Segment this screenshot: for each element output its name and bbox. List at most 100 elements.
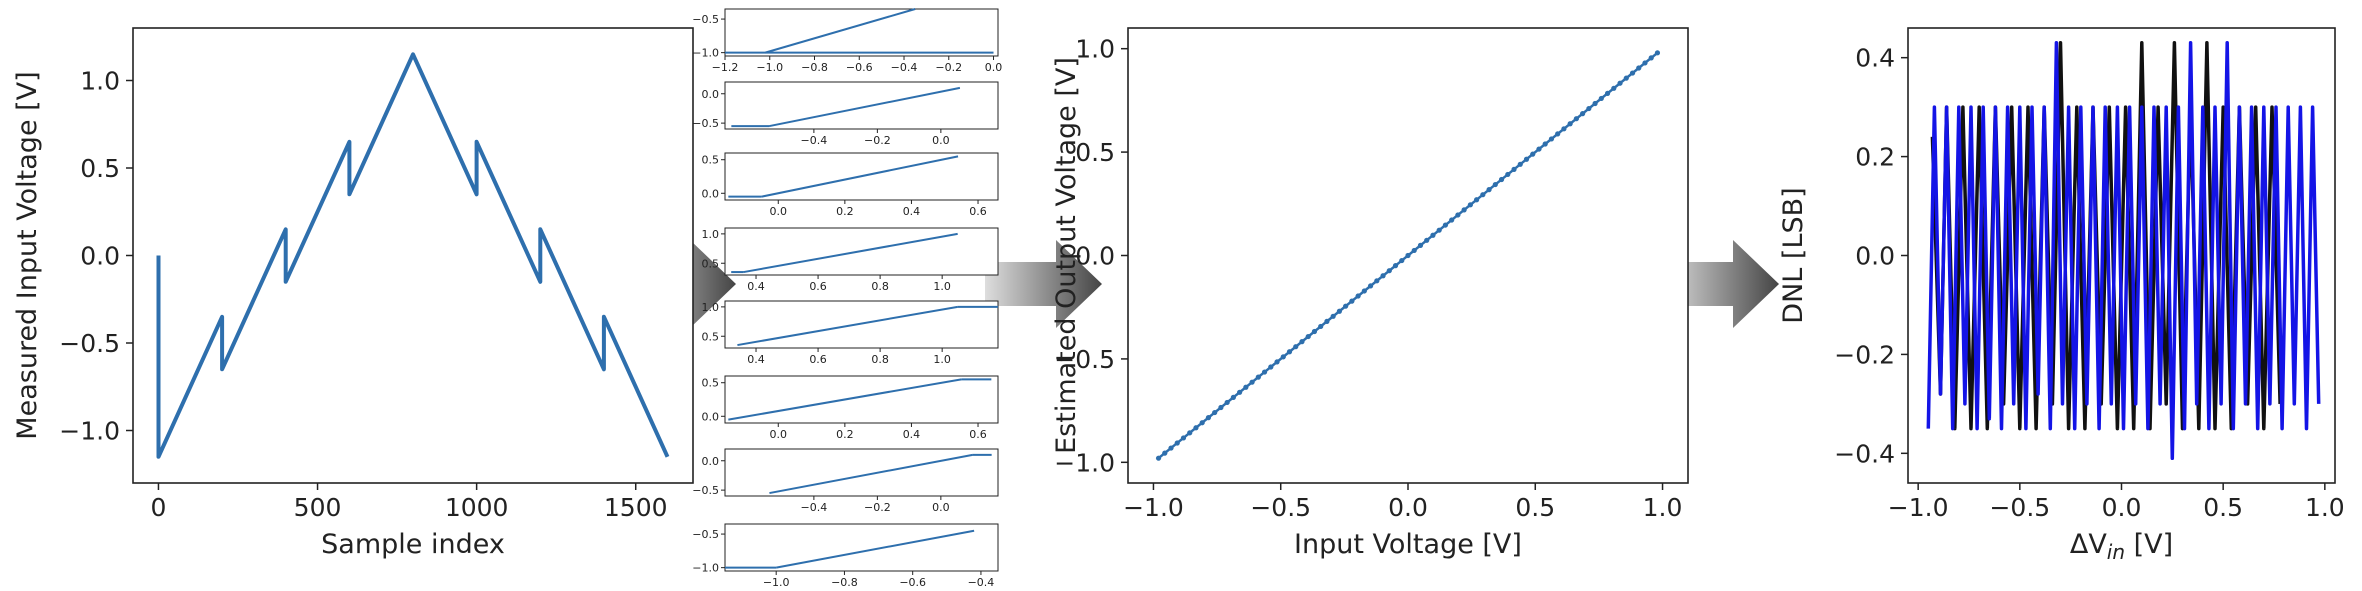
mini-plot-4: 1.0 0.5 0.4 0.6 0.8 1.0 [702,227,999,293]
data-point [1180,435,1187,441]
mini-plot-frame [724,375,999,424]
x-tick-label: −0.5 [1250,493,1311,522]
data-point [1648,55,1654,61]
y-tick-label: −0.2 [1834,340,1895,369]
mini-y-tick-label: −1.0 [692,47,719,60]
y-tick-label: −0.4 [1834,439,1895,468]
data-point [1212,409,1218,416]
x-tick-label: 1.0 [2305,493,2345,522]
mini-plot-frame [724,523,999,572]
data-point [1486,187,1492,193]
data-point [1218,404,1224,411]
y-tick-label: 0.0 [80,242,120,271]
data-point [1555,131,1561,137]
data-point [1193,425,1199,431]
mini-ramp-line [769,453,973,495]
data-point [1386,268,1392,274]
mini-plot-5: 1.0 0.5 0.4 0.6 0.8 1.0 [702,300,999,366]
mini-y-tick-label: 0.0 [702,187,720,200]
data-point [1492,181,1498,188]
mini-x-tick-label: 0.6 [969,428,987,441]
mini-x-tick-label: 0.6 [809,353,827,366]
dnl-plot: −1.0 −0.5 0.0 0.5 1.0 −0.4 −0.2 0.0 0.2 0.4 ΔVin [… [1778,27,2345,564]
data-point [1523,156,1530,162]
mini-x-tick-label: −0.4 [891,61,918,74]
data-point [1174,440,1180,446]
mini-x-tick-label: −0.8 [831,576,858,589]
y-tick-label: −1.0 [1054,448,1115,477]
data-point [1187,430,1193,436]
data-point [1237,389,1243,395]
mini-x-tick-label: −0.8 [801,61,828,74]
mini-ramp-line [764,8,916,54]
x-tick-label: −1.0 [1123,493,1184,522]
mini-y-tick-label: 1.0 [702,301,720,314]
mini-x-tick-label: 0.0 [932,134,950,147]
y-tick-label: 1.0 [1075,35,1115,64]
y-tick-label: 0.4 [1855,44,1895,73]
mini-x-tick-label: 0.0 [770,428,788,441]
mini-x-tick-label: −1.0 [756,61,783,74]
y-axis-label: DNL [LSB] [1778,187,1809,323]
y-tick-label: −0.5 [59,329,120,358]
data-point [1436,227,1442,233]
data-point [1411,247,1417,254]
y-axis-label: Estimated Output Voltage [V] [1051,57,1082,454]
mini-x-tick-label: 0.4 [903,205,921,218]
mini-y-tick-label: 0.0 [702,455,720,468]
mini-x-tick-label: −0.6 [899,576,926,589]
mini-plot-3: 0.5 0.0 0.0 0.2 0.4 0.6 [702,152,999,218]
data-point [1623,75,1629,81]
estimated-output-voltage-plot: −1.0 −0.5 0.0 0.5 1.0 −1.0 −0.5 0.0 0.5 1.0 Input … [1051,27,1689,560]
data-point [1380,273,1386,279]
data-point [1511,166,1517,172]
data-point [1430,232,1436,238]
data-point [1592,100,1598,107]
mini-x-tick-label: −0.2 [864,501,891,514]
data-point [1542,141,1548,147]
mini-x-tick-label: 0.2 [836,205,854,218]
mini-plot-8: −0.5 −1.0 −1.0 −0.8 −0.6 −0.4 [692,523,999,589]
mini-ramp-line [761,155,959,198]
data-point [1343,303,1349,309]
data-point [1249,379,1255,385]
mini-ramp-line [743,232,958,274]
data-point [1305,333,1311,340]
x-tick-label: 0.5 [1515,493,1555,522]
data-point [1330,313,1336,319]
mini-plot-1: −0.5−1.0−1.2 −1.0 −0.8 −0.6 −0.4 −0.2 0.0 [692,8,1002,74]
data-point [1299,339,1305,345]
data-point [1449,217,1455,223]
x-tick-label: 1.0 [1643,493,1683,522]
mini-x-tick-label: −0.2 [935,61,962,74]
x-tick-label: 500 [294,493,342,522]
y-axis-label: Measured Input Voltage [V] [12,71,43,439]
mini-ramp-line [769,86,961,128]
mini-y-tick-label: −0.5 [692,13,719,26]
data-point [1567,121,1573,127]
mini-y-tick-label: 0.5 [702,330,720,343]
mini-x-tick-label: −0.4 [968,576,995,589]
data-point [1367,283,1374,289]
x-axis-label-unit: [V] [2125,529,2173,560]
mini-plot-7: 0.0 −0.5 −0.4 −0.2 0.0 [692,448,999,514]
data-point [1168,445,1174,451]
mini-x-tick-label: 0.4 [903,428,921,441]
data-point [1399,257,1405,264]
data-point [1530,151,1536,157]
data-point [1268,364,1274,370]
data-point [1243,384,1249,390]
x-tick-label: 0.0 [1388,493,1428,522]
data-point [1442,222,1449,228]
mini-plot-frame [724,8,999,57]
x-tick-label: −0.5 [1989,493,2050,522]
x-tick-label: 0 [151,493,167,522]
x-tick-label: 0.5 [2203,493,2243,522]
data-point [1199,420,1205,426]
mini-x-tick-label: −1.2 [712,61,739,74]
series-line-1 [156,52,670,459]
data-point [1461,207,1467,213]
y-tick-label: 1.0 [80,67,120,96]
data-point [1361,288,1367,294]
data-point [1336,308,1342,314]
